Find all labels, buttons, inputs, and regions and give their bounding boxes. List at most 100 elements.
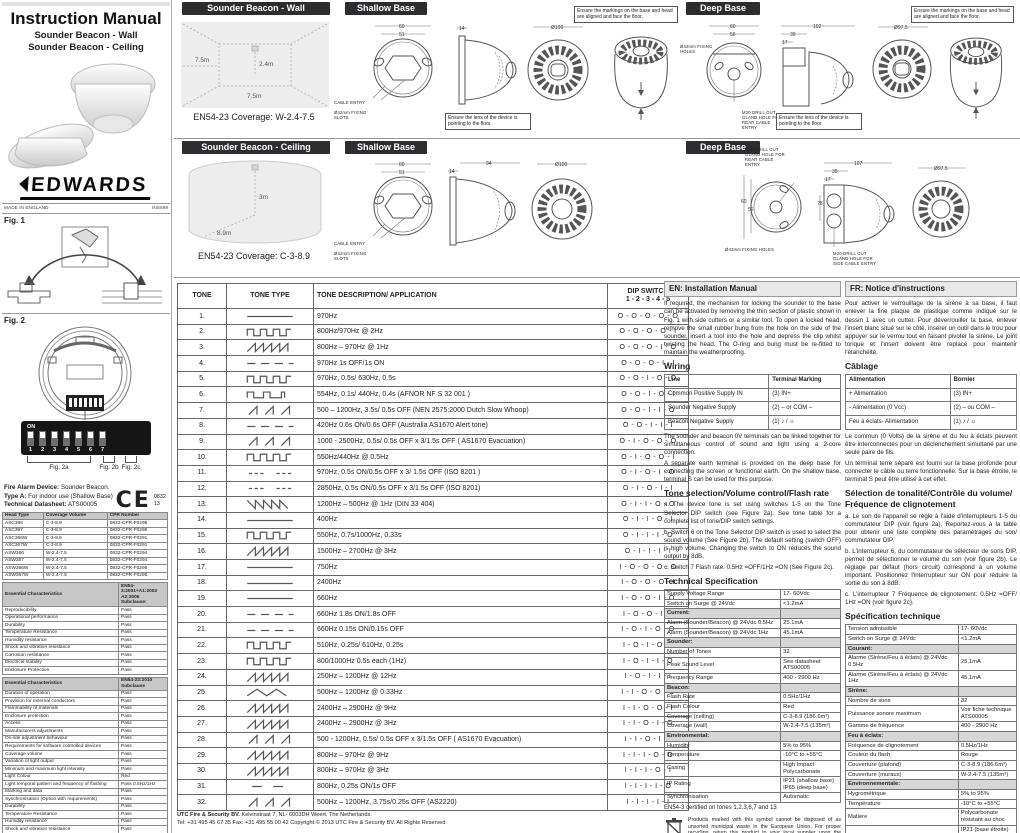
tone-row: 12. 2850Hz, 0.5s ON/0.5s OFF x 3/1.5s OF… xyxy=(177,480,689,498)
svg-text:2.4m: 2.4m xyxy=(259,61,273,68)
ceiling-section-header: Sounder Beacon - Ceiling xyxy=(182,141,330,154)
spec-row: Switch on Surge @ 24Vdc <1.2mA xyxy=(663,598,841,610)
dip-switch[interactable]: 7 xyxy=(99,431,106,453)
svg-text:Ø97.5: Ø97.5 xyxy=(894,25,908,31)
tone-description: 2400Hz xyxy=(313,574,608,592)
subtitle-wall: Sounder Beacon - Wall xyxy=(34,30,138,41)
tone-description: 970Hz, 0.5s/ 630Hz, 0.5s xyxy=(313,370,608,388)
wall-diagram-row: Sounder Beacon - Wall 7.5m 2.4m 7.5m EN5… xyxy=(174,0,1020,139)
svg-text:60: 60 xyxy=(741,199,747,205)
tone-waveform-icon xyxy=(244,797,296,808)
subtitle-ceiling: Sounder Beacon - Ceiling xyxy=(28,42,144,53)
tone-row: 23. 800/1000Hz 0.5s each (1Hz) I - O - I… xyxy=(177,653,689,670)
dip-switch[interactable]: 6 xyxy=(87,431,94,453)
tone-row: 9. 1000 - 2500Hz, 0.5s/ 0.5s OFF x 3/1.5… xyxy=(177,433,689,451)
en-intro: If required, the mechanism for locking t… xyxy=(664,300,841,356)
lens-note-deep: Ensure the lens of the device is pointin… xyxy=(776,113,862,130)
dip-switch[interactable]: 3 xyxy=(51,431,58,453)
ceiling-coverage-caption: EN54-23 Coverage: C-3-8.9 xyxy=(197,251,311,261)
made-in-row: MADE IN ENGLAND INS598 xyxy=(2,203,170,214)
dip-switch-slot xyxy=(99,431,106,446)
tone-description: 970Hz, 0.5s ON/0.5s OFF x 3/ 1.5s OFF (I… xyxy=(313,464,608,482)
tone-description: 500Hz – 1200Hz, 3.75s/0.25s OFF (AS2220) xyxy=(313,794,608,811)
tone-row: 17. 750Hz I - O - O - O - O xyxy=(177,559,689,576)
m20-side-label: M20 DRILL OUT GLAND HOLE FOR SIDE CABLE … xyxy=(833,251,877,267)
en-wiring-table: Line Terminal Marking Common Positive Sup… xyxy=(663,373,841,431)
wiring-row: Common Positive Supply IN (3) IN+ xyxy=(663,387,841,403)
dip-switch[interactable]: 4 xyxy=(63,431,70,453)
tone-row: 10. 550Hz/440Hz @ 0.5Hz O - I - O - O - … xyxy=(177,449,689,466)
tone-description: 250Hz – 1200Hz @ 12Hz xyxy=(313,668,608,686)
tone-row: 31. 800Hz, 0.25s ON/1s OFF I - I - I - I… xyxy=(177,778,689,796)
fixing-holes-label-2: Ø42mm FIXING HOLES xyxy=(725,247,774,252)
cpr-row: ASC366 C-3-8.9 0832-CPR-F0298 xyxy=(2,519,169,528)
tone-number: 3. xyxy=(177,339,227,357)
align-note-1: Ensure the markings on the base and head… xyxy=(574,6,678,23)
spec-row: Fréquence de clignotement 0.5Hz/1Hz xyxy=(845,740,1018,752)
spec-row: Couverture (muraux) W-2.4-7.5 (135m³) xyxy=(845,769,1018,781)
dip-switch[interactable]: 5 xyxy=(75,431,82,453)
tone-description: 660Hz 1.8s ON/1.8s OFF xyxy=(313,606,608,623)
tone-description: 554Hz, 0.1s/ 440Hz, 0.4s (AFNOR NF S 32 … xyxy=(313,386,608,404)
dip-switch-slot xyxy=(39,431,46,446)
language-bar xyxy=(2,2,170,6)
tone-waveform-icon xyxy=(244,436,296,447)
tone-row: 30. 800Hz – 970Hz @ 3Hz I - I - I - O - … xyxy=(177,762,689,780)
tone-number: 11. xyxy=(177,464,227,482)
tone-row: 26. 2400Hz – 2900Hz @ 9Hz I - I - O - O … xyxy=(177,700,689,717)
brand-logo: EDWARDS xyxy=(19,174,153,200)
tone-waveform-icon xyxy=(244,391,296,399)
tone-waveform-icon xyxy=(244,486,296,493)
svg-text:107: 107 xyxy=(854,161,863,167)
spec-row: Coverage (ceiling) C-3-8.9 (186.6m³) xyxy=(663,711,841,723)
svg-text:Ø100: Ø100 xyxy=(555,162,567,168)
spec-row: Environnementale: xyxy=(845,779,1018,791)
tone-description: 800Hz – 970Hz @ 3Hz xyxy=(313,762,608,780)
dip-switch[interactable]: 1 xyxy=(27,431,34,453)
spec-row: Tension admissible 17- 60Vdc xyxy=(845,624,1018,635)
tone-waveform-icon xyxy=(244,517,296,524)
dip-setting: I - O - O - O - O xyxy=(607,559,689,576)
spec-row: Flash Rate 0.5Hz/1Hz xyxy=(663,692,841,703)
tone-number: 12. xyxy=(177,480,227,498)
essential-characteristics-2: Essential Characteristics EN54-23:2010 Su… xyxy=(2,676,168,833)
ec-row: Duration of operation Pass xyxy=(2,689,168,699)
dip-switch[interactable]: 2 xyxy=(39,431,46,453)
deep-base-front-view: Ø97.5 xyxy=(872,25,932,99)
tone-waveform-icon xyxy=(244,702,296,715)
wiring-row: - Alimentation (0 Vcc) (2) – ou COM – xyxy=(845,401,1018,417)
tone-row: 16. 1500Hz – 2700Hz @ 3Hz O - I - I - I … xyxy=(177,543,689,560)
tone-waveform-icon xyxy=(244,423,296,430)
tone-waveform-icon xyxy=(244,360,296,367)
tone-row: 27. 2400Hz – 2900Hz @ 3Hz I - I - O - I … xyxy=(177,715,689,733)
tone-description: 400Hz xyxy=(313,511,608,529)
ec-row: Flammability of materials Pass xyxy=(2,704,168,714)
tone-row: 3. 800Hz – 970Hz @ 1Hz O - O - O - I - O xyxy=(177,339,689,357)
tone-waveform-icon xyxy=(244,313,296,320)
svg-text:17: 17 xyxy=(825,177,831,183)
tone-number: 13. xyxy=(177,496,227,513)
tone-waveform-icon xyxy=(244,546,296,558)
tone-type-col-header: TONE TYPE xyxy=(226,283,314,309)
fig2-label: Fig. 2 xyxy=(4,316,25,325)
deep-base-side-view-2: 107 39 17 28 xyxy=(818,161,895,247)
spec-row: Alarme (Sirène/Feu à éclats) @ 24Vdc 0.5… xyxy=(845,653,1018,671)
ec-row: Light temporal pattern and frequency of … xyxy=(2,780,168,789)
tone-row: 1. 970Hz O - O - O - O - O xyxy=(177,308,689,325)
spec-row: Alarm (Sounder/Beacon) @ 24Vdc 0.5Hz 25.1… xyxy=(663,618,841,629)
tone-number: 16. xyxy=(177,543,227,560)
en-title: EN: Installation Manual xyxy=(664,281,841,298)
tone-waveform-icon xyxy=(244,342,296,354)
svg-text:14: 14 xyxy=(459,26,465,32)
ec-row: Shock and vibration resistance Pass xyxy=(2,643,168,653)
tone-row: 18. 2400Hz I - O - O - O - I xyxy=(177,574,689,592)
tone-row: 32. 500Hz – 1200Hz, 3.75s/0.25s OFF (AS2… xyxy=(177,794,689,811)
tone-description: 550Hz, 0.7s/1000Hz, 0.33s xyxy=(313,527,608,545)
svg-text:60: 60 xyxy=(399,162,405,168)
tone-description: 970Hz 1s OFF/1s ON xyxy=(313,355,608,372)
tone-waveform-icon xyxy=(244,470,296,477)
ec-row: Synchronisation (Option with requirement… xyxy=(2,795,168,804)
tone-row: 25. 500Hz – 1200Hz @ 0.33Hz I - I - O - … xyxy=(177,684,689,702)
tone-number: 24. xyxy=(177,668,227,686)
publisher-footer: UTC Fire & Security BV. Kelvinstraat 7, … xyxy=(177,812,446,826)
